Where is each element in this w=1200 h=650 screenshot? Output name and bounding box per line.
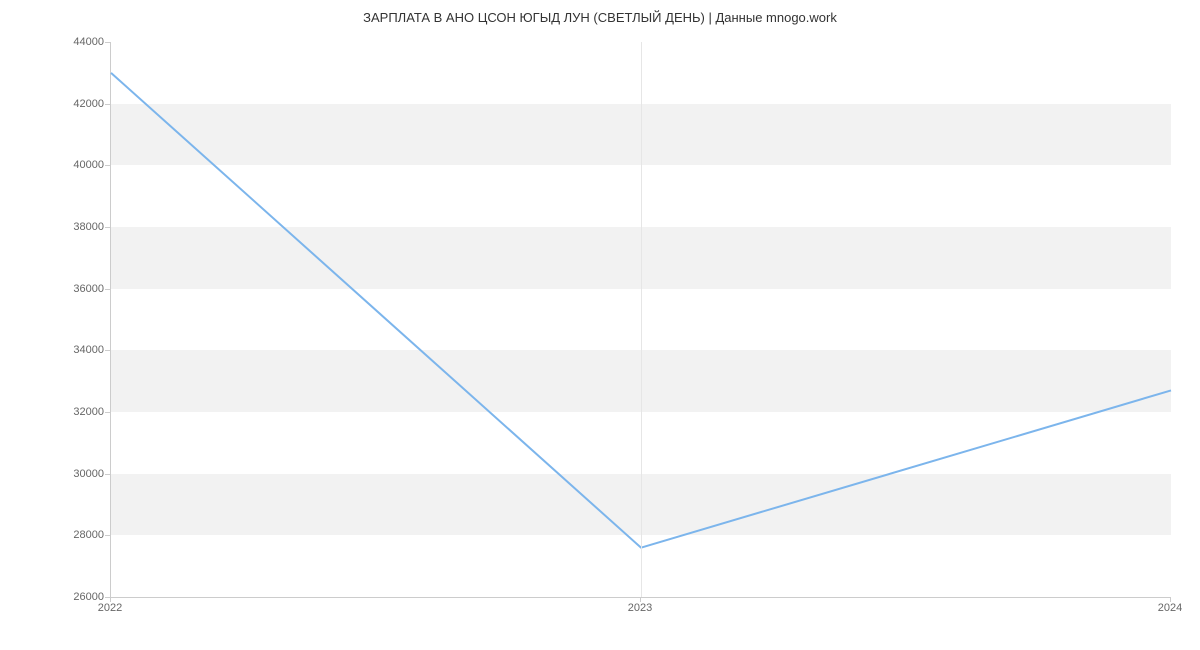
y-axis-tick-label: 34000 (44, 344, 104, 356)
x-axis-tick-mark (110, 597, 111, 602)
y-axis-tick-label: 36000 (44, 283, 104, 295)
y-axis-tick-mark (105, 42, 110, 43)
y-axis-tick-label: 28000 (44, 529, 104, 541)
x-gridline (641, 42, 642, 597)
y-axis-tick-mark (105, 474, 110, 475)
y-axis-tick-label: 44000 (44, 36, 104, 48)
chart-container: ЗАРПЛАТА В АНО ЦСОН ЮГЫД ЛУН (СВЕТЛЫЙ ДЕ… (0, 0, 1200, 650)
x-axis-tick-label: 2022 (98, 602, 122, 614)
y-axis-tick-mark (105, 535, 110, 536)
y-axis-tick-mark (105, 227, 110, 228)
y-axis-tick-label: 26000 (44, 591, 104, 603)
x-axis-tick-mark (640, 597, 641, 602)
y-axis-tick-label: 30000 (44, 468, 104, 480)
y-axis-tick-mark (105, 412, 110, 413)
y-axis-tick-mark (105, 289, 110, 290)
x-axis-tick-label: 2024 (1158, 602, 1182, 614)
chart-title: ЗАРПЛАТА В АНО ЦСОН ЮГЫД ЛУН (СВЕТЛЫЙ ДЕ… (0, 0, 1200, 25)
y-axis-tick-mark (105, 165, 110, 166)
y-axis-tick-mark (105, 104, 110, 105)
plot-area (110, 42, 1171, 598)
y-axis-tick-mark (105, 350, 110, 351)
x-axis-tick-label: 2023 (628, 602, 652, 614)
y-axis-tick-label: 32000 (44, 406, 104, 418)
y-axis-tick-label: 38000 (44, 221, 104, 233)
x-axis-tick-mark (1170, 597, 1171, 602)
y-axis-tick-label: 42000 (44, 98, 104, 110)
y-axis-tick-label: 40000 (44, 159, 104, 171)
